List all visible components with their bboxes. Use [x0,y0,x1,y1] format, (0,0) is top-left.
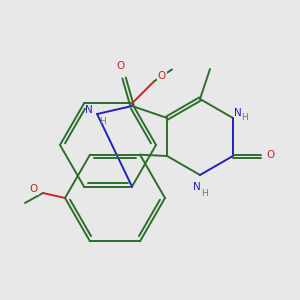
Text: N: N [234,108,242,118]
Text: O: O [267,150,275,160]
Text: N: N [193,182,201,192]
Text: H: H [99,116,106,125]
Text: O: O [116,61,124,71]
Text: H: H [201,188,207,197]
Text: O: O [158,71,166,81]
Text: H: H [242,112,248,122]
Text: O: O [30,184,38,194]
Text: N: N [85,105,93,115]
